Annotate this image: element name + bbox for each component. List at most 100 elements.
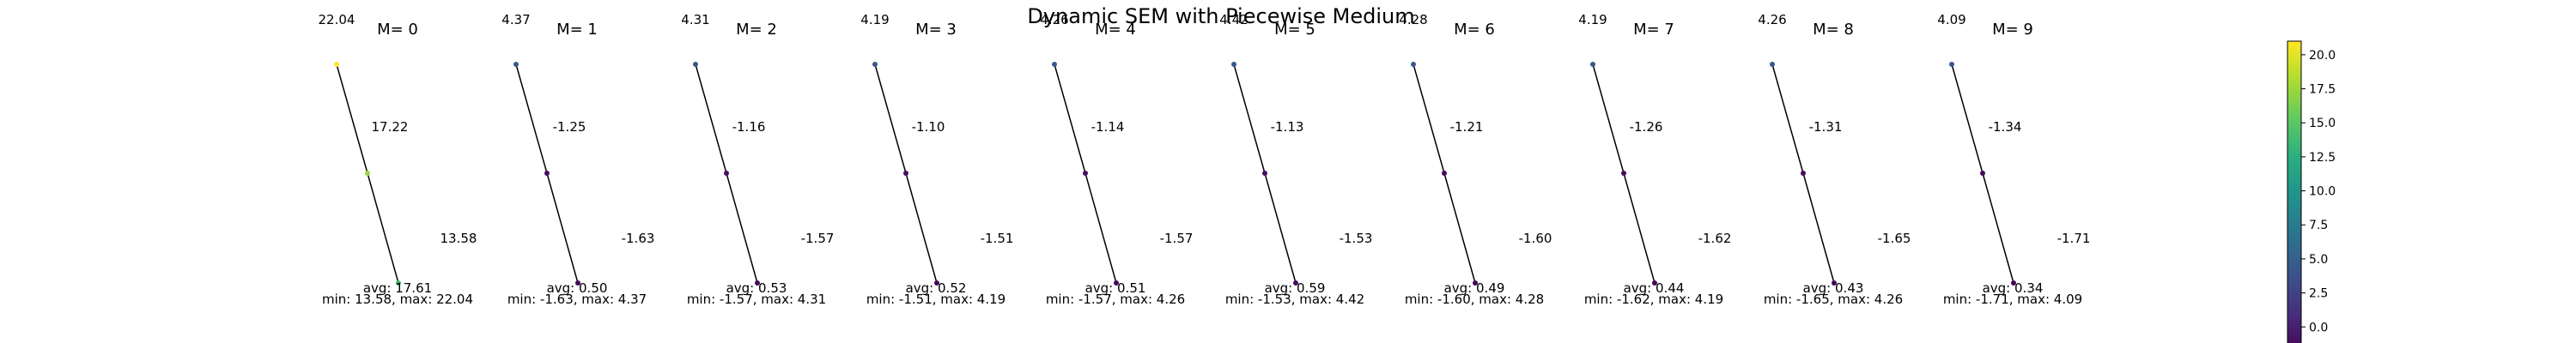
node-point — [1442, 171, 1447, 176]
edge-weight-label: -1.53 — [1340, 231, 1373, 246]
edge-weight-label: -1.31 — [1809, 119, 1843, 135]
edge-line — [515, 63, 548, 174]
node-value-label: 4.26 — [1040, 12, 1068, 27]
edge-weight-label: -1.57 — [801, 231, 835, 246]
node-point — [1262, 171, 1267, 176]
node-point — [1652, 280, 1657, 286]
panel-title: M= 1 — [556, 21, 598, 39]
colorbar-tick-label: 15.0 — [2309, 117, 2336, 130]
edge-weight-label: -1.10 — [912, 119, 945, 135]
edge-line — [1054, 63, 1086, 174]
edge-line — [1264, 172, 1297, 284]
node-point — [693, 62, 698, 67]
colorbar-tick-label: 2.5 — [2309, 287, 2328, 301]
avg-label: avg: 0.44 — [1624, 280, 1685, 296]
edge-line — [367, 172, 399, 284]
node-value-label: 4.42 — [1219, 12, 1248, 27]
range-label: min: -1.63, max: 4.37 — [507, 292, 647, 307]
edge-weight-label: -1.21 — [1450, 119, 1484, 135]
avg-label: avg: 0.50 — [547, 280, 608, 296]
node-value-label: 22.04 — [319, 12, 355, 27]
panel-title: M= 4 — [1095, 21, 1136, 39]
node-point — [396, 280, 401, 286]
node-point — [1231, 62, 1236, 67]
node-value-label: 4.28 — [1399, 12, 1427, 27]
node-value-label: 4.09 — [1937, 12, 1965, 27]
avg-label: avg: 0.43 — [1803, 280, 1864, 296]
node-point — [1621, 171, 1626, 176]
edge-line — [1413, 63, 1445, 174]
node-point — [513, 62, 519, 67]
node-point — [903, 171, 908, 176]
avg-label: avg: 17.61 — [363, 280, 432, 296]
edge-weight-label: -1.34 — [1989, 119, 2022, 135]
edge-line — [336, 63, 368, 174]
edge-line — [1802, 172, 1835, 284]
edge-weight-label: -1.26 — [1630, 119, 1663, 135]
panel-title: M= 3 — [915, 21, 957, 39]
range-label: min: -1.51, max: 4.19 — [866, 292, 1005, 307]
node-value-label: 4.19 — [860, 12, 889, 27]
avg-label: avg: 0.53 — [726, 280, 787, 296]
range-label: min: -1.57, max: 4.31 — [687, 292, 826, 307]
range-label: min: -1.53, max: 4.42 — [1225, 292, 1364, 307]
edge-line — [1982, 172, 2014, 284]
edge-weight-label: -1.65 — [1878, 231, 1911, 246]
node-point — [1770, 62, 1775, 67]
edge-weight-label: -1.16 — [732, 119, 766, 135]
colorbar-tick-label: 12.5 — [2309, 151, 2336, 165]
colorbar: 0.0 2.5 5.0 7.5 10.0 12.5 15.0 17.5 20.0 — [2287, 40, 2336, 343]
node-point — [872, 62, 878, 67]
node-point — [1052, 62, 1057, 67]
node-point — [2011, 280, 2016, 286]
panel-title: M= 9 — [1992, 21, 2033, 39]
avg-label: avg: 0.52 — [906, 280, 967, 296]
panel-title: M= 7 — [1633, 21, 1674, 39]
panel-title: M= 5 — [1274, 21, 1315, 39]
range-label: min: -1.60, max: 4.28 — [1405, 292, 1544, 307]
colorbar-tick-label: 0.0 — [2309, 321, 2328, 334]
edge-line — [1084, 172, 1117, 284]
colorbar-gradient — [2287, 40, 2302, 343]
edge-weight-label: -1.60 — [1519, 231, 1552, 246]
node-value-label: 4.37 — [501, 12, 530, 27]
node-point — [1949, 62, 1954, 67]
node-point — [1083, 171, 1088, 176]
node-point — [544, 171, 550, 176]
edge-weight-label: -1.71 — [2057, 231, 2091, 246]
edge-weight-label: -1.25 — [553, 119, 586, 135]
edge-line — [1951, 63, 1984, 174]
colorbar-tick-label: 10.0 — [2309, 185, 2336, 199]
range-label: min: -1.57, max: 4.26 — [1046, 292, 1185, 307]
range-label: min: -1.65, max: 4.26 — [1764, 292, 1903, 307]
avg-label: avg: 0.49 — [1444, 280, 1505, 296]
node-point — [334, 62, 339, 67]
range-label: min: -1.62, max: 4.19 — [1584, 292, 1723, 307]
edge-weight-label: -1.57 — [1160, 231, 1194, 246]
avg-label: avg: 0.51 — [1085, 280, 1146, 296]
edge-line — [1443, 172, 1476, 284]
avg-label: avg: 0.59 — [1265, 280, 1326, 296]
node-point — [1832, 280, 1837, 286]
node-point — [1293, 280, 1298, 286]
colorbar-tick-label: 7.5 — [2309, 219, 2328, 232]
panel-title: M= 0 — [377, 21, 418, 39]
node-point — [724, 171, 729, 176]
range-label: min: 13.58, max: 22.04 — [322, 292, 473, 307]
edge-weight-label: -1.14 — [1091, 119, 1125, 135]
node-value-label: 4.26 — [1758, 12, 1786, 27]
node-point — [1411, 62, 1416, 67]
panel-title: M= 2 — [736, 21, 777, 39]
colorbar-tick-label: 20.0 — [2309, 49, 2336, 63]
panel-title: M= 8 — [1813, 21, 1854, 39]
colorbar-tick-label: 5.0 — [2309, 253, 2328, 267]
